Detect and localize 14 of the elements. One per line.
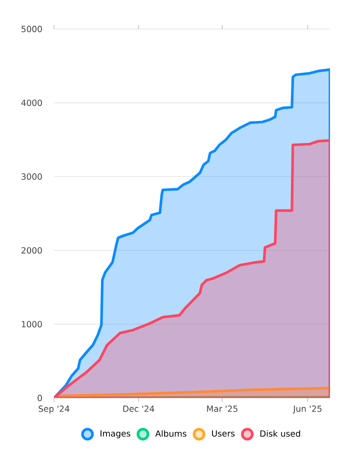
y-tick-label: 5000 <box>22 26 42 32</box>
x-tick-label: Jun '25 <box>292 406 322 414</box>
legend-label: Albums <box>155 430 186 437</box>
legend-label: Disk used <box>260 430 300 437</box>
x-tick-label: Sep '24 <box>38 406 70 414</box>
x-tick-label: Dec '24 <box>123 406 154 412</box>
y-tick-label: 2000 <box>22 247 42 254</box>
x-tick-label: Mar '25 <box>207 406 238 412</box>
y-tick-label: 4000 <box>21 100 42 106</box>
y-tick-label: 0 <box>38 394 42 402</box>
y-tick-label: 1000 <box>22 321 42 328</box>
y-tick-label: 3000 <box>22 173 42 180</box>
legend-label: Images <box>100 430 130 438</box>
legend-label: Users <box>212 430 235 437</box>
